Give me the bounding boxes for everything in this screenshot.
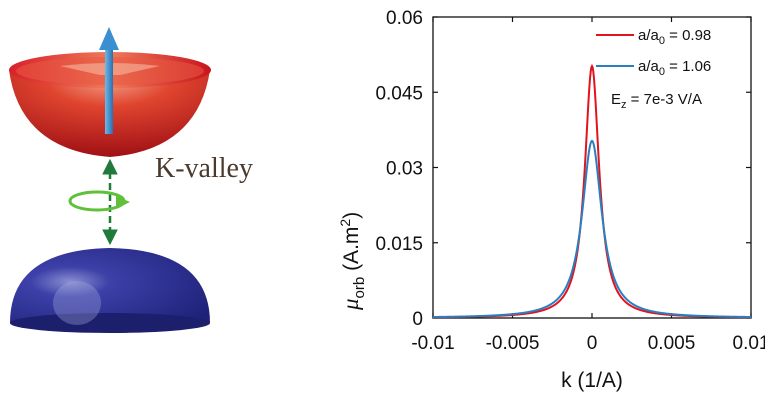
y-axis-unit: (A.m (340, 227, 363, 277)
y-tick-label: 0.045 (375, 83, 423, 104)
y-tick-label: 0.03 (386, 159, 423, 180)
legend-label-1: a/a0 = 1.06 (638, 58, 711, 78)
legend-1-base: a/a (638, 58, 660, 75)
legend-1-rest: = 1.06 (665, 58, 711, 75)
y-axis-label: μorb (A.m2) (337, 212, 368, 311)
y-tick-label: 0.06 (386, 8, 423, 29)
orbital-moment-chart: -0.01 -0.005 0 0.005 0.01 0 0.015 0.03 0.045 0.06… (337, 8, 765, 392)
k-valley-illustration: K-valley (9, 27, 253, 333)
y-axis-unit-sup: 2 (337, 219, 353, 227)
spin-arrow-icon (99, 27, 119, 134)
x-tick-label: 0.005 (648, 333, 696, 354)
x-tick-label: -0.01 (411, 333, 454, 354)
legend: a/a0 = 0.98 a/a0 = 1.06 Ez = 7e-3 V/A (596, 27, 711, 111)
annotation-base: E (611, 91, 621, 108)
y-tick-label: 0 (412, 309, 423, 330)
x-tick-label: -0.005 (486, 333, 540, 354)
annotation-sub: z (621, 99, 627, 111)
x-tick-label: 0.01 (733, 333, 765, 354)
orbit-ring-icon (68, 190, 130, 212)
legend-label-0: a/a0 = 0.98 (638, 27, 711, 47)
series-layer (432, 63, 752, 319)
y-axis-subscript: orb (351, 277, 368, 299)
legend-0-base: a/a (638, 27, 660, 44)
y-tick-label: 0.015 (375, 234, 423, 255)
transition-arrow-icon (102, 158, 118, 246)
y-axis-close: ) (340, 212, 363, 219)
field-annotation: Ez = 7e-3 V/A (611, 91, 702, 111)
legend-0-rest: = 0.98 (665, 27, 711, 44)
y-axis-symbol: μ (338, 298, 363, 311)
annotation-rest: = 7e-3 V/A (627, 91, 702, 108)
tick-labels: -0.01 -0.005 0 0.005 0.01 0 0.015 0.03 0.045 0.06 (375, 8, 765, 354)
legend-1-sub: 0 (659, 66, 665, 78)
lower-dome (10, 248, 210, 333)
x-tick-label: 0 (587, 333, 598, 354)
series-line-0 (432, 63, 752, 319)
x-axis-label: k (1/A) (561, 369, 623, 392)
series-line-1 (432, 139, 752, 319)
legend-0-sub: 0 (659, 35, 665, 47)
valley-label: K-valley (155, 153, 253, 184)
